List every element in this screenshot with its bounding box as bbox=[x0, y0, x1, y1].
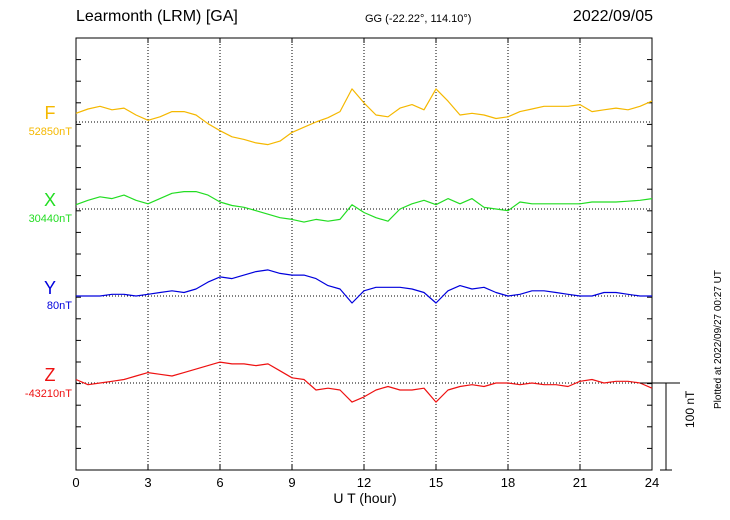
x-tick-label-9: 9 bbox=[288, 475, 295, 490]
x-tick-label-24: 24 bbox=[645, 475, 659, 490]
series-label-f: F bbox=[44, 103, 56, 123]
baseline-label-x: 30440nT bbox=[28, 213, 72, 225]
series-line-z bbox=[75, 361, 653, 403]
observation-date: 2022/09/05 bbox=[572, 8, 653, 25]
grid-lines bbox=[147, 38, 581, 470]
series-lines bbox=[75, 88, 653, 403]
baseline-label-f: 52850nT bbox=[28, 126, 72, 138]
baseline-label-z: -43210nT bbox=[24, 388, 72, 400]
x-tick-label-15: 15 bbox=[429, 475, 443, 490]
x-tick-label-21: 21 bbox=[573, 475, 587, 490]
series-label-z: Z bbox=[44, 365, 56, 385]
scale-bar-label: 100 nT bbox=[683, 390, 697, 428]
scale-bar bbox=[640, 382, 680, 471]
x-axis-ticks: 0 3 6 9 12 15 18 21 24 bbox=[72, 38, 659, 490]
series-line-f bbox=[75, 88, 653, 146]
x-tick-label-3: 3 bbox=[144, 475, 151, 490]
station-coordinates: GG (-22.22°, 114.10°) bbox=[365, 13, 472, 25]
series-line-x bbox=[75, 191, 653, 223]
station-title: Learmonth (LRM) [GA] bbox=[76, 8, 238, 25]
x-tick-label-12: 12 bbox=[357, 475, 371, 490]
series-line-y bbox=[76, 269, 652, 304]
baseline-lines bbox=[76, 121, 652, 384]
plotted-timestamp: Plotted at 2022/09/27 00:27 UT bbox=[713, 270, 724, 409]
x-axis-label: U T (hour) bbox=[333, 490, 397, 506]
x-tick-label-0: 0 bbox=[72, 475, 79, 490]
baseline-label-y: 80nT bbox=[46, 300, 72, 312]
series-label-y: Y bbox=[43, 278, 56, 298]
series-label-x: X bbox=[43, 190, 56, 210]
x-tick-label-6: 6 bbox=[216, 475, 223, 490]
x-tick-label-18: 18 bbox=[501, 475, 515, 490]
